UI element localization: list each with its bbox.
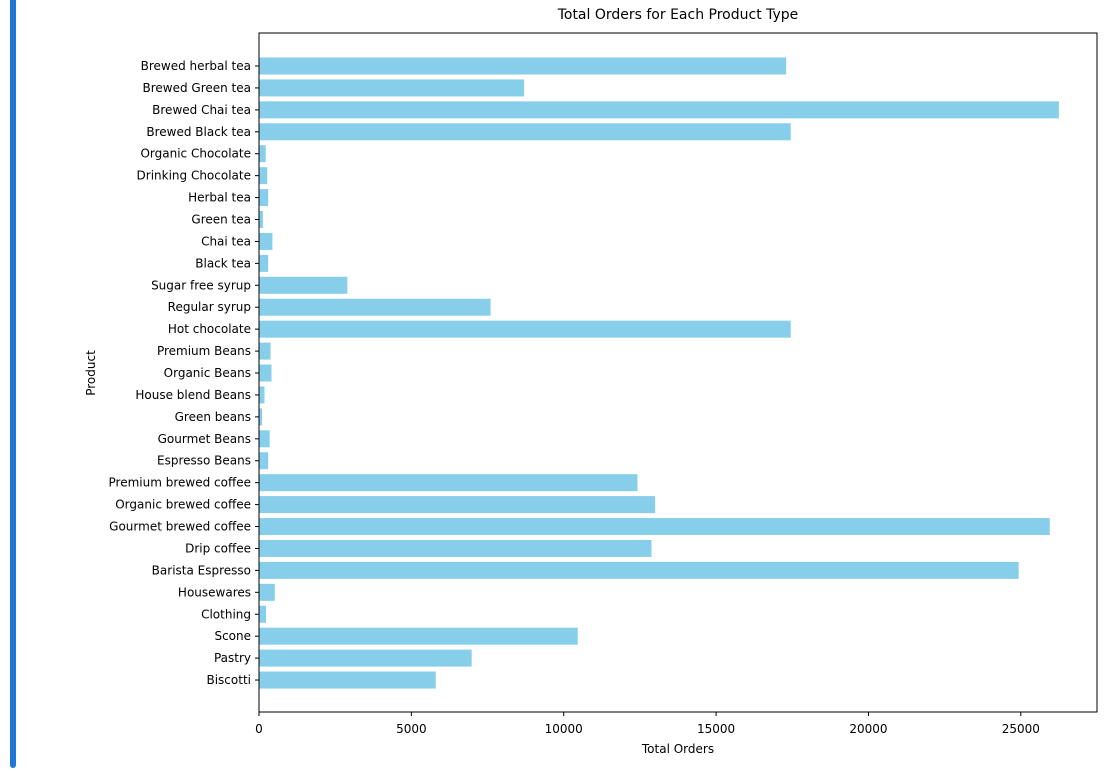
y-tick-label: Brewed Chai tea (152, 103, 251, 117)
y-tick-label: Premium brewed coffee (109, 476, 251, 490)
y-tick-label: Gourmet Beans (158, 432, 251, 446)
bar (259, 320, 791, 338)
y-tick-label: Hot chocolate (168, 322, 251, 336)
bar (259, 232, 273, 250)
x-tick-label: 15000 (697, 722, 735, 736)
bar (259, 101, 1059, 119)
y-tick-label: Housewares (178, 585, 251, 599)
bars-layer (259, 57, 1059, 689)
bar (259, 364, 272, 382)
y-axis-title: Product (84, 350, 98, 396)
bar (259, 452, 269, 470)
plot-frame (258, 32, 1098, 713)
y-tick-label: Organic brewed coffee (115, 498, 251, 512)
y-tick-label: Organic Chocolate (140, 147, 251, 161)
bar (259, 167, 268, 185)
bar (259, 496, 656, 514)
x-axis: 0 5000 10000 15000 20000 25000 (255, 712, 1040, 736)
x-tick-label: 0 (255, 722, 263, 736)
y-tick-label: Sugar free syrup (151, 278, 251, 292)
y-tick-label: Biscotti (206, 673, 251, 687)
bar (259, 189, 269, 207)
y-tick-label: Regular syrup (168, 300, 251, 314)
x-tick-label: 20000 (849, 722, 887, 736)
bar (259, 408, 263, 426)
y-tick-label: Brewed Green tea (142, 81, 251, 95)
y-tick-label: Organic Beans (164, 366, 251, 380)
y-tick-label: Chai tea (201, 234, 251, 248)
bar (259, 57, 787, 75)
y-tick-label: Green beans (175, 410, 251, 424)
y-tick-label: Brewed Black tea (146, 125, 251, 139)
bar (259, 145, 266, 163)
y-tick-label: Brewed herbal tea (141, 59, 251, 73)
bar (259, 539, 652, 557)
y-tick-label: Pastry (214, 651, 251, 665)
bar (259, 386, 265, 404)
chart-title: Total Orders for Each Product Type (557, 7, 799, 23)
bar (259, 583, 275, 601)
y-axis: Brewed herbal tea Brewed Green tea Brewed … (109, 59, 259, 687)
bar (259, 518, 1050, 536)
y-tick-label: Scone (214, 629, 251, 643)
x-tick-label: 25000 (1002, 722, 1040, 736)
bar (259, 342, 271, 360)
bar (259, 430, 270, 448)
bar (259, 79, 525, 97)
x-tick-label: 5000 (396, 722, 427, 736)
y-tick-label: Black tea (195, 256, 251, 270)
bar (259, 605, 267, 623)
bar (259, 649, 472, 667)
y-tick-label: Herbal tea (188, 191, 251, 205)
x-axis-title: Total Orders (641, 742, 714, 756)
x-tick-label: 10000 (545, 722, 583, 736)
bar (259, 211, 263, 229)
accent-stripe (10, 0, 16, 768)
y-tick-label: Drinking Chocolate (137, 169, 251, 183)
y-tick-label: Drip coffee (185, 541, 251, 555)
y-tick-label: Espresso Beans (157, 454, 251, 468)
bar (259, 474, 638, 492)
bar (259, 123, 791, 141)
y-tick-label: Barista Espresso (152, 563, 251, 577)
bar (259, 627, 578, 645)
bar (259, 254, 269, 272)
bar (259, 298, 491, 316)
y-tick-label: Premium Beans (157, 344, 251, 358)
bar (259, 561, 1019, 579)
y-tick-label: House blend Beans (135, 388, 251, 402)
y-tick-label: Green tea (191, 213, 251, 227)
bar (259, 671, 436, 689)
bar (259, 276, 348, 294)
y-tick-label: Gourmet brewed coffee (109, 520, 251, 534)
y-tick-label: Clothing (201, 607, 251, 621)
